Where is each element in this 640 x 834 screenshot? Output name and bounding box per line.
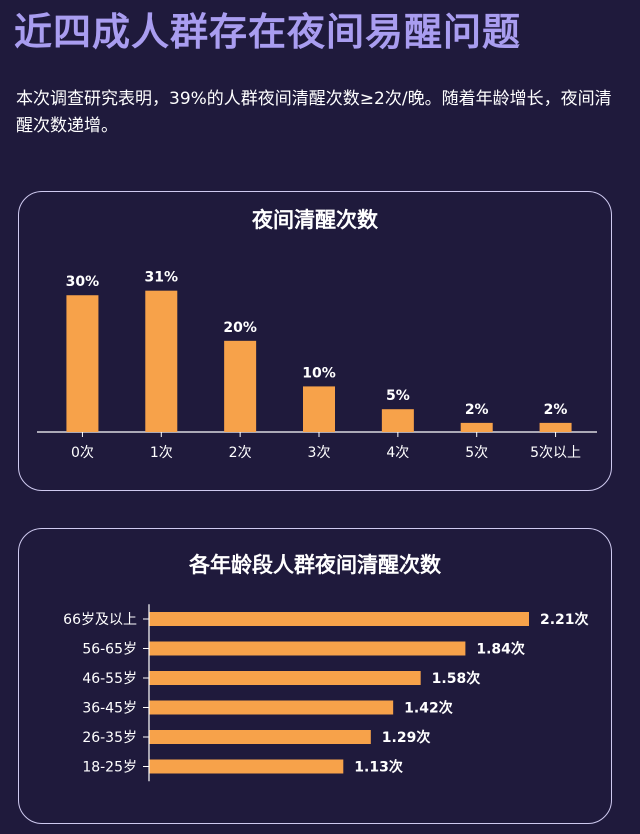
age-group-chart: 66岁及以上 2.21次 56-65岁 1.84次 46-55岁 1.58次 36-45岁 1… (63, 604, 589, 782)
bar (381, 409, 414, 432)
data-label: 1.13次 (354, 759, 403, 776)
data-label: 1.29次 (382, 729, 431, 746)
data-label: 20% (223, 320, 257, 336)
x-tick-label: 5次 (465, 445, 488, 461)
y-tick-label: 18-25岁 (82, 760, 137, 776)
data-label: 1.84次 (476, 641, 525, 658)
data-label: 2% (544, 402, 568, 418)
data-label: 1.42次 (404, 700, 453, 717)
bar (149, 759, 344, 774)
data-label: 5% (386, 388, 410, 404)
x-tick-label: 5次以上 (530, 445, 581, 461)
x-tick-label: 0次 (71, 445, 94, 461)
bar (539, 422, 572, 432)
page-title: 近四成人群存在夜间易醒问题 (14, 10, 522, 54)
x-tick-label: 2次 (229, 445, 252, 461)
bar (149, 700, 394, 715)
x-tick-label: 3次 (308, 445, 331, 461)
age-group-chart-title: 各年龄段人群夜间清醒次数 (189, 553, 441, 577)
bar (149, 730, 371, 744)
y-tick-label: 26-35岁 (82, 730, 137, 746)
data-label: 10% (302, 365, 336, 381)
age-group-chart-panel: 各年龄段人群夜间清醒次数 66岁及以上 2.21次 56-65岁 1.84次 46-55… (18, 528, 612, 824)
bar (224, 340, 257, 432)
y-tick-label: 56-65岁 (82, 642, 137, 658)
wake-count-chart: 30% 0次 31% 1次 20% 2次 10% 3次 5% 4次 2% 5次 2% 5次以上 (37, 270, 597, 461)
bar (149, 671, 421, 685)
wake-count-chart-panel: 夜间清醒次数 30% 0次 31% 1次 20% 2次 10% 3次 5% 4次 2% 5次 2% 5次以… (18, 191, 612, 491)
data-label: 2.21次 (540, 611, 589, 628)
data-label: 31% (145, 270, 179, 286)
bar (149, 641, 466, 656)
y-tick-label: 36-45岁 (82, 701, 137, 717)
x-tick-label: 1次 (150, 445, 173, 461)
bar (145, 290, 178, 432)
intro-text: 本次调查研究表明，39%的人群夜间清醒次数≥2次/晚。随着年龄增长，夜间清醒次数… (16, 89, 612, 136)
data-label: 30% (66, 274, 100, 290)
x-tick-label: 4次 (386, 445, 409, 461)
bar (303, 386, 335, 432)
y-tick-label: 66岁及以上 (63, 612, 137, 628)
data-label: 2% (465, 402, 489, 418)
bar (149, 612, 529, 626)
bar (66, 295, 99, 432)
data-label: 1.58次 (432, 670, 481, 687)
bar (460, 422, 493, 432)
y-tick-label: 46-55岁 (82, 671, 137, 687)
wake-count-chart-title: 夜间清醒次数 (252, 208, 378, 232)
